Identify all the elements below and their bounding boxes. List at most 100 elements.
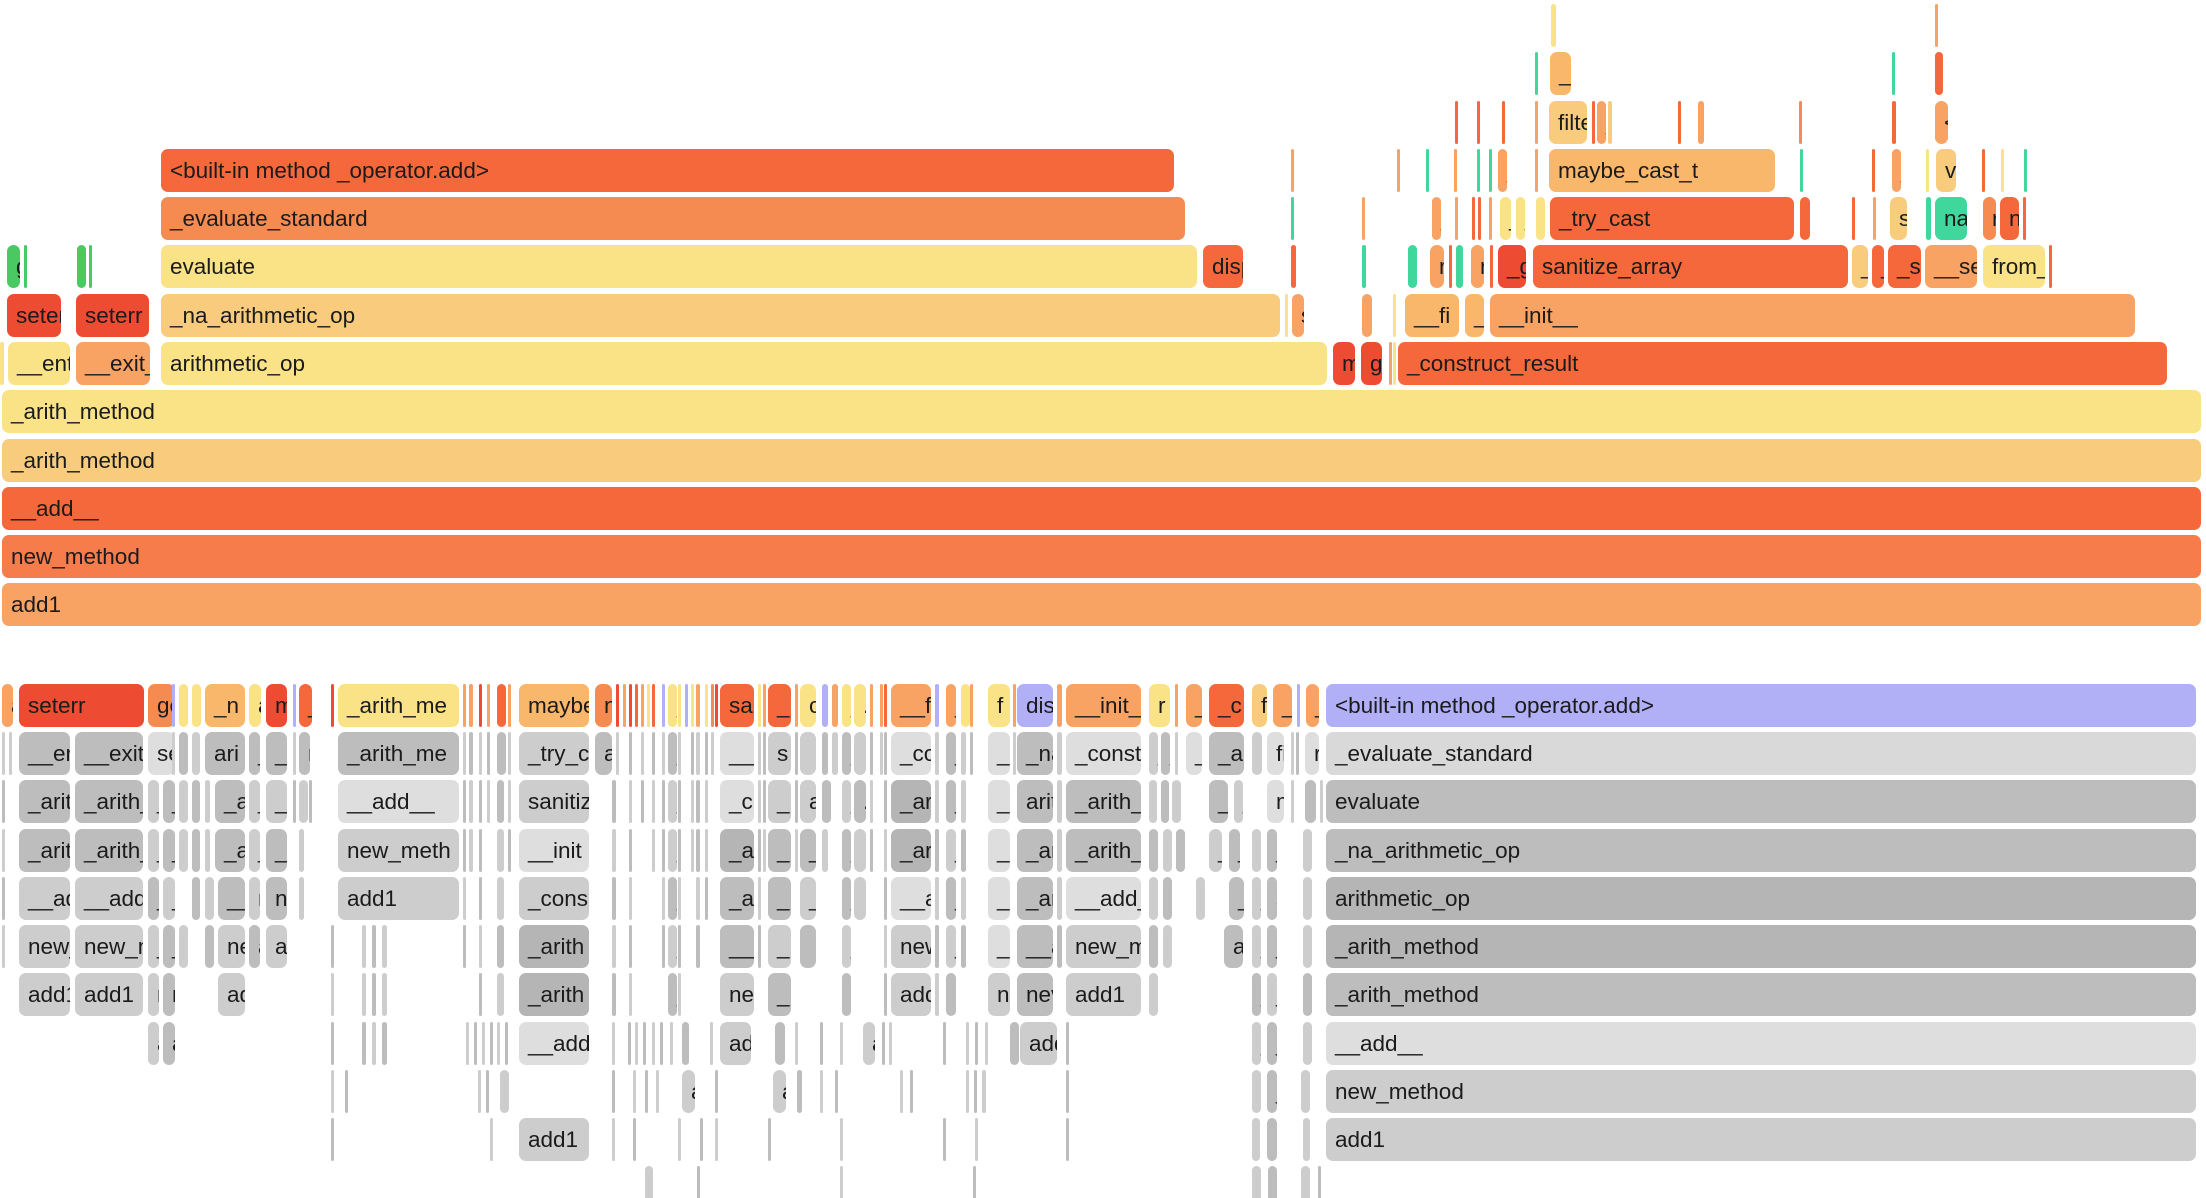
frame-n[interactable]: n: [1172, 780, 1181, 823]
frame-box[interactable]: [635, 684, 638, 727]
frame-box[interactable]: [2024, 149, 2027, 192]
frame-box[interactable]: [840, 1118, 843, 1161]
frame-box[interactable]: [652, 780, 655, 823]
frame-sanitize_array[interactable]: sanitize_array: [1533, 245, 1848, 288]
frame-_[interactable]: _: [1267, 1070, 1277, 1113]
frame-new_m[interactable]: new_m: [1066, 925, 1141, 968]
frame-box[interactable]: [974, 1070, 977, 1113]
frame-box[interactable]: [662, 925, 665, 968]
frame-_na_arithmetic_op[interactable]: _na_arithmetic_op: [161, 294, 1280, 337]
frame-_[interactable]: _: [946, 877, 956, 920]
frame-f[interactable]: f: [497, 732, 506, 775]
frame-box[interactable]: [715, 684, 718, 727]
frame-__enter[interactable]: __enter: [8, 342, 70, 385]
frame-[interactable]: .: [1163, 925, 1172, 968]
frame-add[interactable]: add: [891, 973, 931, 1016]
frame-a[interactable]: a: [1252, 1166, 1261, 1198]
frame-arithmetic_op[interactable]: arithmetic_op: [161, 342, 1327, 385]
frame-box[interactable]: [192, 780, 200, 823]
frame-box[interactable]: [1057, 925, 1062, 968]
frame-box[interactable]: [678, 1118, 681, 1161]
frame-box[interactable]: [840, 1022, 843, 1065]
frame-box[interactable]: [1057, 732, 1062, 775]
frame-_[interactable]: _: [1252, 925, 1261, 968]
frame-box[interactable]: [691, 684, 694, 727]
frame-_[interactable]: _: [668, 829, 677, 872]
frame-__ad[interactable]: __ad: [19, 877, 70, 920]
frame-s[interactable]: s: [1303, 829, 1312, 872]
frame-box[interactable]: [1873, 197, 1876, 240]
frame-_[interactable]: _: [668, 877, 677, 920]
frame-box[interactable]: [633, 1118, 636, 1161]
frame-[interactable]: .: [1149, 973, 1158, 1016]
frame-box[interactable]: [490, 1022, 493, 1065]
frame-[interactable]: .: [192, 684, 201, 727]
frame-box[interactable]: [2, 925, 5, 968]
frame-box[interactable]: [1872, 149, 1875, 192]
frame-box[interactable]: [1478, 197, 1481, 240]
frame-box[interactable]: [660, 1022, 663, 1065]
frame-new_method[interactable]: new_method: [2, 535, 2201, 578]
frame-s[interactable]: s: [768, 732, 791, 775]
frame-_[interactable]: _: [668, 925, 677, 968]
frame-box[interactable]: [1057, 829, 1062, 872]
frame-evaluate[interactable]: evaluate: [161, 245, 1197, 288]
frame-box[interactable]: [832, 684, 838, 727]
frame-box[interactable]: [497, 973, 504, 1016]
frame-box[interactable]: [1291, 245, 1296, 288]
frame-box[interactable]: [1291, 197, 1294, 240]
frame-_[interactable]: _: [842, 732, 851, 775]
frame-a[interactable]: a: [249, 925, 260, 968]
frame-box[interactable]: [474, 1022, 477, 1065]
frame-box[interactable]: [629, 829, 632, 872]
frame-box[interactable]: [382, 973, 387, 1016]
frame-box[interactable]: [985, 1022, 988, 1065]
frame-box[interactable]: [711, 684, 714, 727]
frame-_c[interactable]: _c: [1209, 684, 1244, 727]
frame-__[interactable]: __: [1229, 829, 1240, 872]
frame-sanitiz[interactable]: sanitiz: [519, 780, 589, 823]
frame-box[interactable]: [691, 732, 694, 775]
frame-box[interactable]: [1057, 684, 1062, 727]
frame-r[interactable]: r: [163, 973, 175, 1016]
frame-box[interactable]: [508, 732, 511, 775]
frame-box[interactable]: [935, 684, 939, 727]
frame-box[interactable]: [372, 973, 376, 1016]
frame-_a[interactable]: _a: [266, 780, 287, 823]
frame-seterr[interactable]: seterr: [19, 684, 144, 727]
frame-box[interactable]: [884, 829, 887, 872]
frame-na[interactable]: na: [1935, 197, 1967, 240]
frame-n[interactable]: n: [249, 877, 260, 920]
frame-box[interactable]: [715, 1118, 718, 1161]
frame-box[interactable]: [1455, 101, 1458, 144]
frame-box[interactable]: [362, 1022, 366, 1065]
frame-box[interactable]: [1393, 342, 1396, 385]
frame-box[interactable]: [854, 732, 866, 775]
frame-box[interactable]: [486, 1070, 489, 1113]
frame-[interactable]: <: [1800, 197, 1810, 240]
frame-__a[interactable]: __a: [1017, 925, 1053, 968]
frame-_cons[interactable]: _cons: [519, 877, 589, 920]
frame-box[interactable]: [961, 732, 966, 775]
frame-__[interactable]: __: [218, 877, 245, 920]
frame-_[interactable]: _: [668, 732, 677, 775]
frame-box[interactable]: [1799, 101, 1802, 144]
frame-a[interactable]: a: [1176, 829, 1185, 872]
frame-box[interactable]: [2049, 245, 2052, 288]
frame-box[interactable]: [331, 1118, 334, 1161]
frame-box[interactable]: [670, 1022, 673, 1065]
frame-box[interactable]: [1267, 1118, 1277, 1161]
frame-_[interactable]: _: [768, 829, 791, 872]
frame-box[interactable]: [192, 829, 200, 872]
frame-__add[interactable]: __add: [75, 877, 143, 920]
frame-_[interactable]: _: [842, 780, 851, 823]
frame-box[interactable]: [2, 732, 5, 775]
frame-box[interactable]: [1362, 245, 1366, 288]
frame-_na_arithmetic_op[interactable]: _na_arithmetic_op: [1326, 829, 2196, 872]
frame-box[interactable]: [309, 780, 312, 823]
frame-s[interactable]: s: [1252, 829, 1261, 872]
frame-__add__[interactable]: __add__: [2, 487, 2201, 530]
frame-box[interactable]: [469, 829, 473, 872]
frame-box[interactable]: [935, 732, 939, 775]
frame-box[interactable]: [758, 829, 761, 872]
